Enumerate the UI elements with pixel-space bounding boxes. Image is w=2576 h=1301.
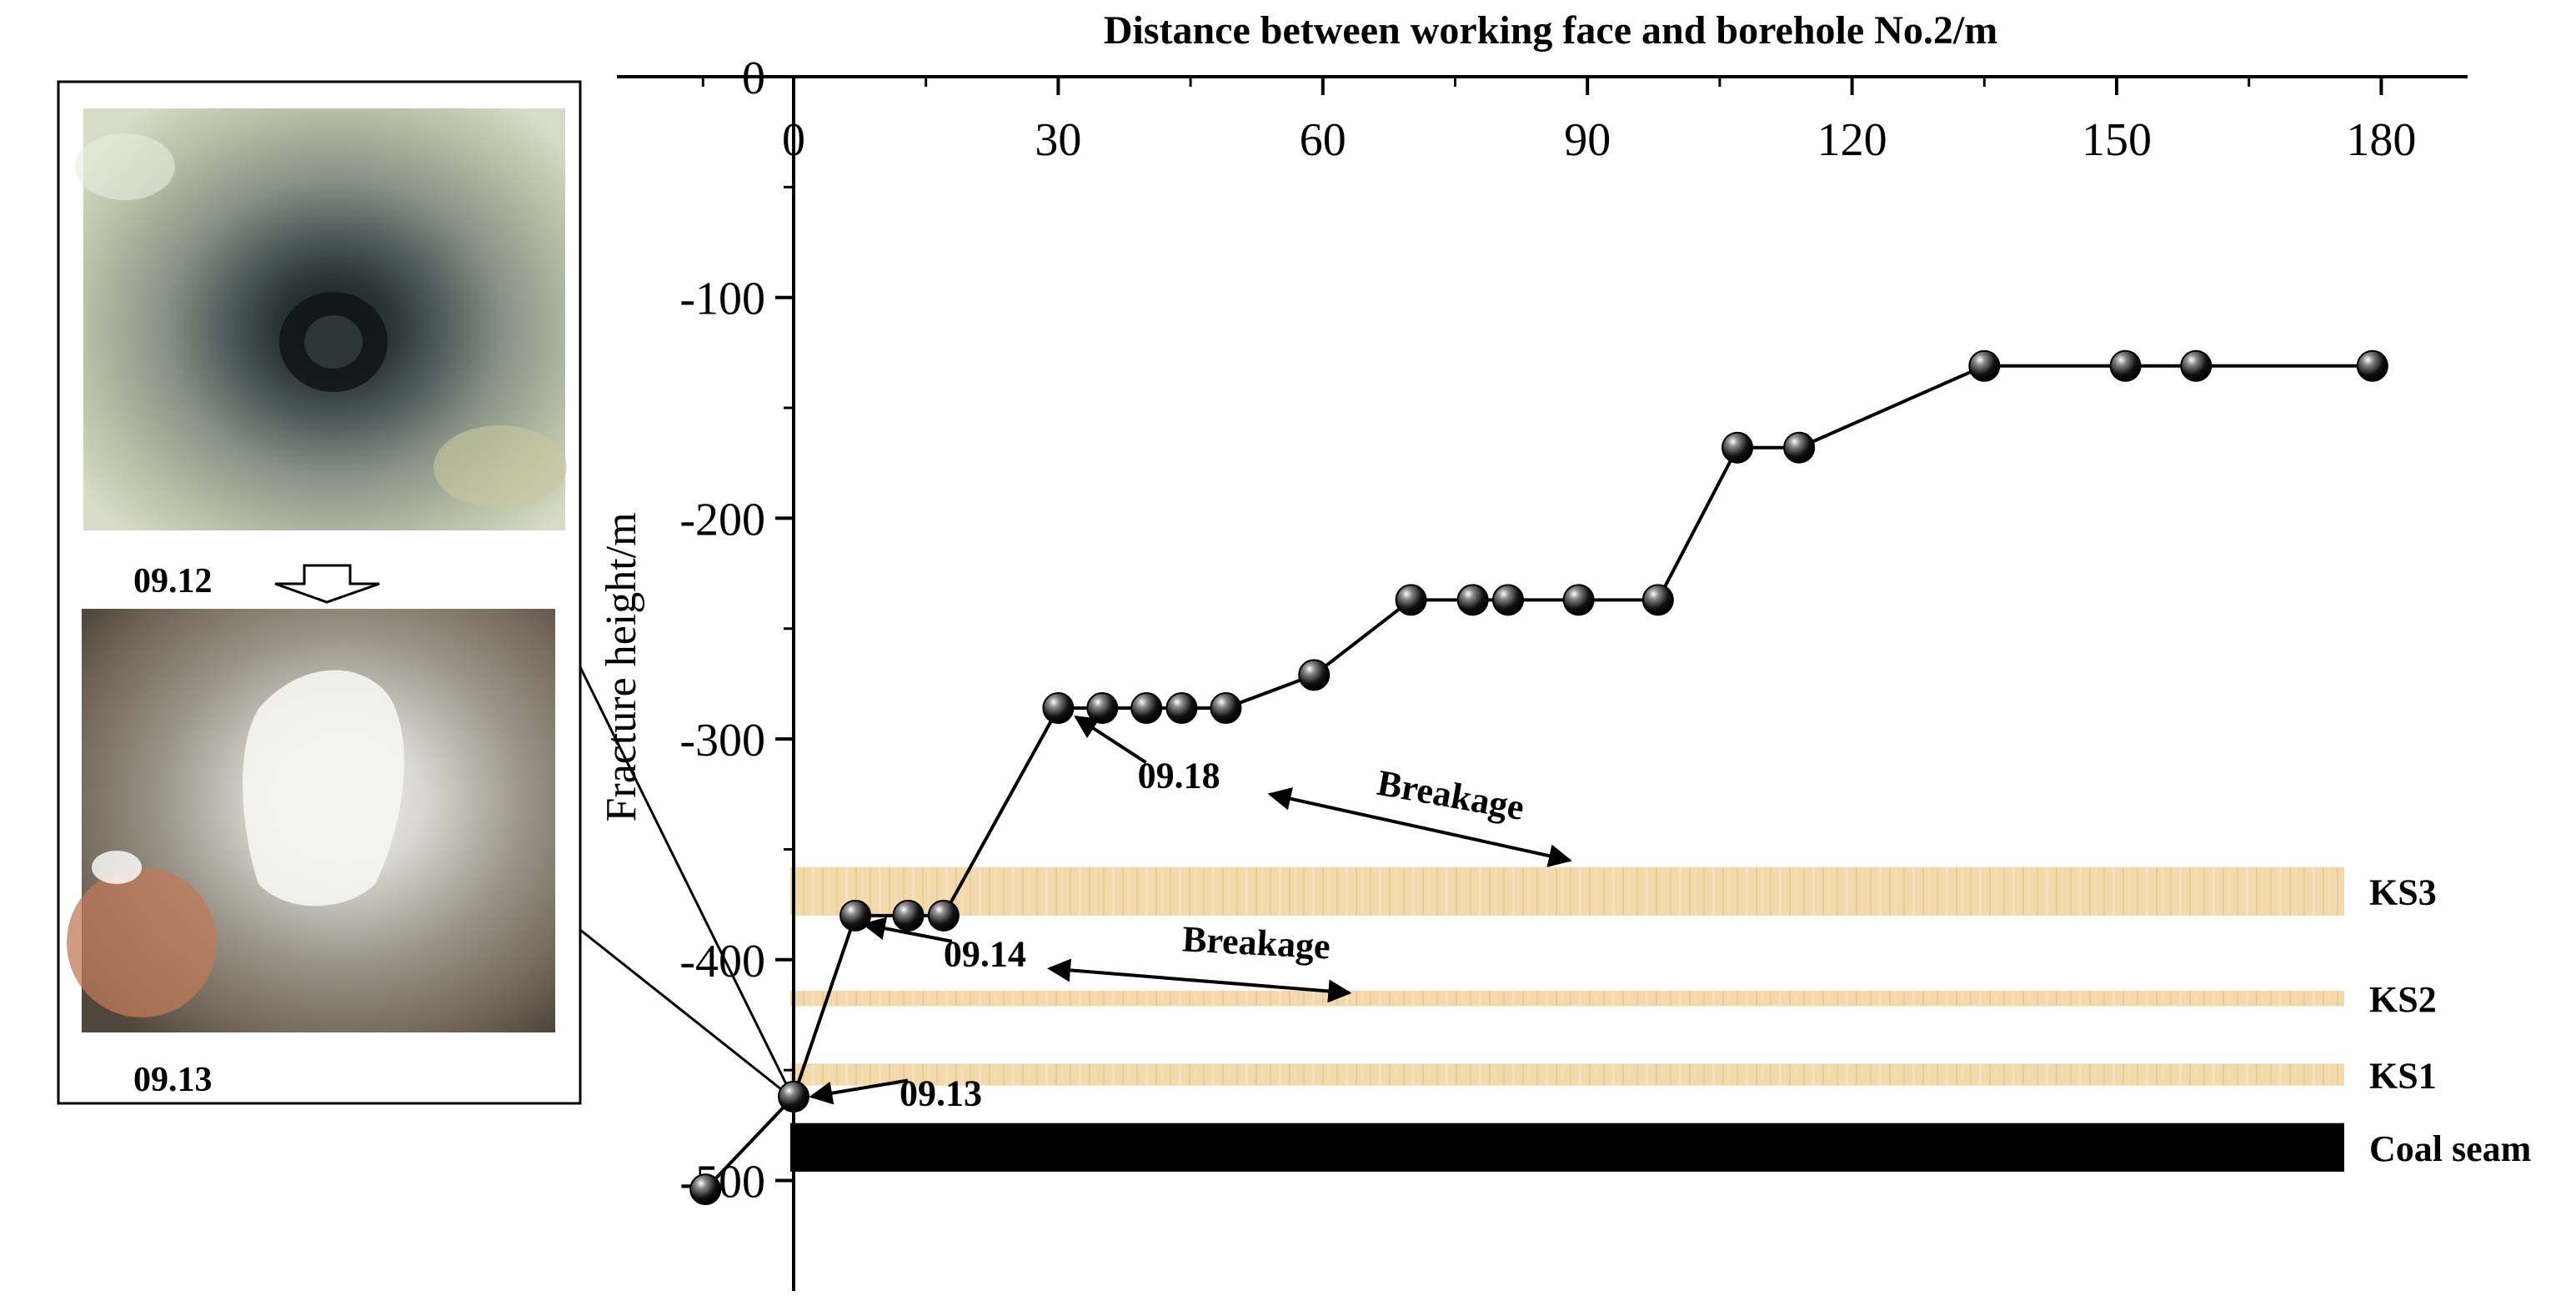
date-annotation: 09.13 (900, 1073, 982, 1114)
x-tick-label: 90 (1564, 114, 1611, 166)
y-tick-label: -200 (679, 494, 765, 545)
x-tick-label: 60 (1300, 114, 1346, 166)
data-point (1722, 431, 1754, 464)
x-tick-label: 0 (782, 114, 805, 166)
date-annotation: 09.14 (944, 934, 1026, 975)
x-tick-label: 180 (2346, 114, 2416, 166)
data-point (892, 899, 925, 932)
chart-title: Distance between working face and boreho… (1104, 8, 1997, 53)
breakage-arrow (1267, 787, 1572, 867)
stratum-label: KS3 (2369, 872, 2437, 913)
breakage-annotation: Breakage (1181, 918, 1331, 967)
data-point (1086, 692, 1119, 725)
down-arrow-icon (274, 564, 380, 604)
stratum-label: KS2 (2369, 979, 2437, 1020)
data-point (1491, 584, 1524, 616)
data-point (1042, 692, 1075, 725)
data-point (1210, 692, 1242, 725)
annotation-arrow (861, 917, 953, 943)
data-point (2356, 349, 2388, 382)
data-point (1395, 584, 1427, 616)
x-tick-label: 120 (1817, 114, 1887, 166)
stratum-band-ks3 (790, 866, 2344, 916)
breakage-arrow (1047, 958, 1352, 1003)
data-point (1641, 584, 1674, 616)
photo-inset: 09.12 09.13 (57, 80, 582, 1105)
data-point (1968, 349, 2001, 382)
y-axis-label: Fracture height/m (598, 512, 645, 821)
date-annotation: 09.18 (1138, 755, 1220, 796)
y-tick-label: -400 (679, 936, 765, 987)
breakage-annotation: Breakage (1375, 762, 1527, 828)
series-line (704, 364, 2373, 1191)
data-point (2109, 349, 2142, 382)
data-point (2180, 349, 2213, 382)
inset-leader-line-upper (579, 666, 795, 1100)
inset-leader-line-lower (579, 928, 794, 1101)
data-point (1783, 431, 1816, 464)
photo-top-label: 09.12 (133, 562, 213, 600)
x-tick-label: 150 (2082, 114, 2152, 166)
photo-bottom-label: 09.13 (133, 1061, 213, 1099)
stratum-band-coal-seam (790, 1123, 2344, 1172)
data-point (927, 899, 960, 932)
x-tick-label: 30 (1035, 114, 1081, 166)
series-layer (689, 349, 2388, 1206)
annotation-arrow (809, 1078, 909, 1105)
stratum-label: KS1 (2369, 1055, 2437, 1096)
y-tick-label: 0 (742, 53, 765, 104)
stratum-band-ks1 (790, 1063, 2344, 1086)
borehole-photo-top (75, 108, 567, 530)
strata-layer: KS3 KS2 KS1 Coal seam (790, 866, 2531, 1172)
data-point (1456, 584, 1489, 616)
data-point (689, 1173, 722, 1206)
data-point (1130, 692, 1163, 725)
data-point (1165, 692, 1198, 725)
data-point (778, 1080, 809, 1113)
y-tick-label: -100 (679, 274, 765, 325)
annotation-arrow (1074, 715, 1147, 765)
stratum-band-ks2 (790, 990, 2344, 1007)
data-point (1562, 584, 1595, 616)
stratum-label: Coal seam (2369, 1128, 2531, 1169)
data-point (1298, 659, 1331, 691)
borehole-photo-bottom (67, 609, 555, 1032)
y-tick-label: -300 (679, 715, 765, 766)
